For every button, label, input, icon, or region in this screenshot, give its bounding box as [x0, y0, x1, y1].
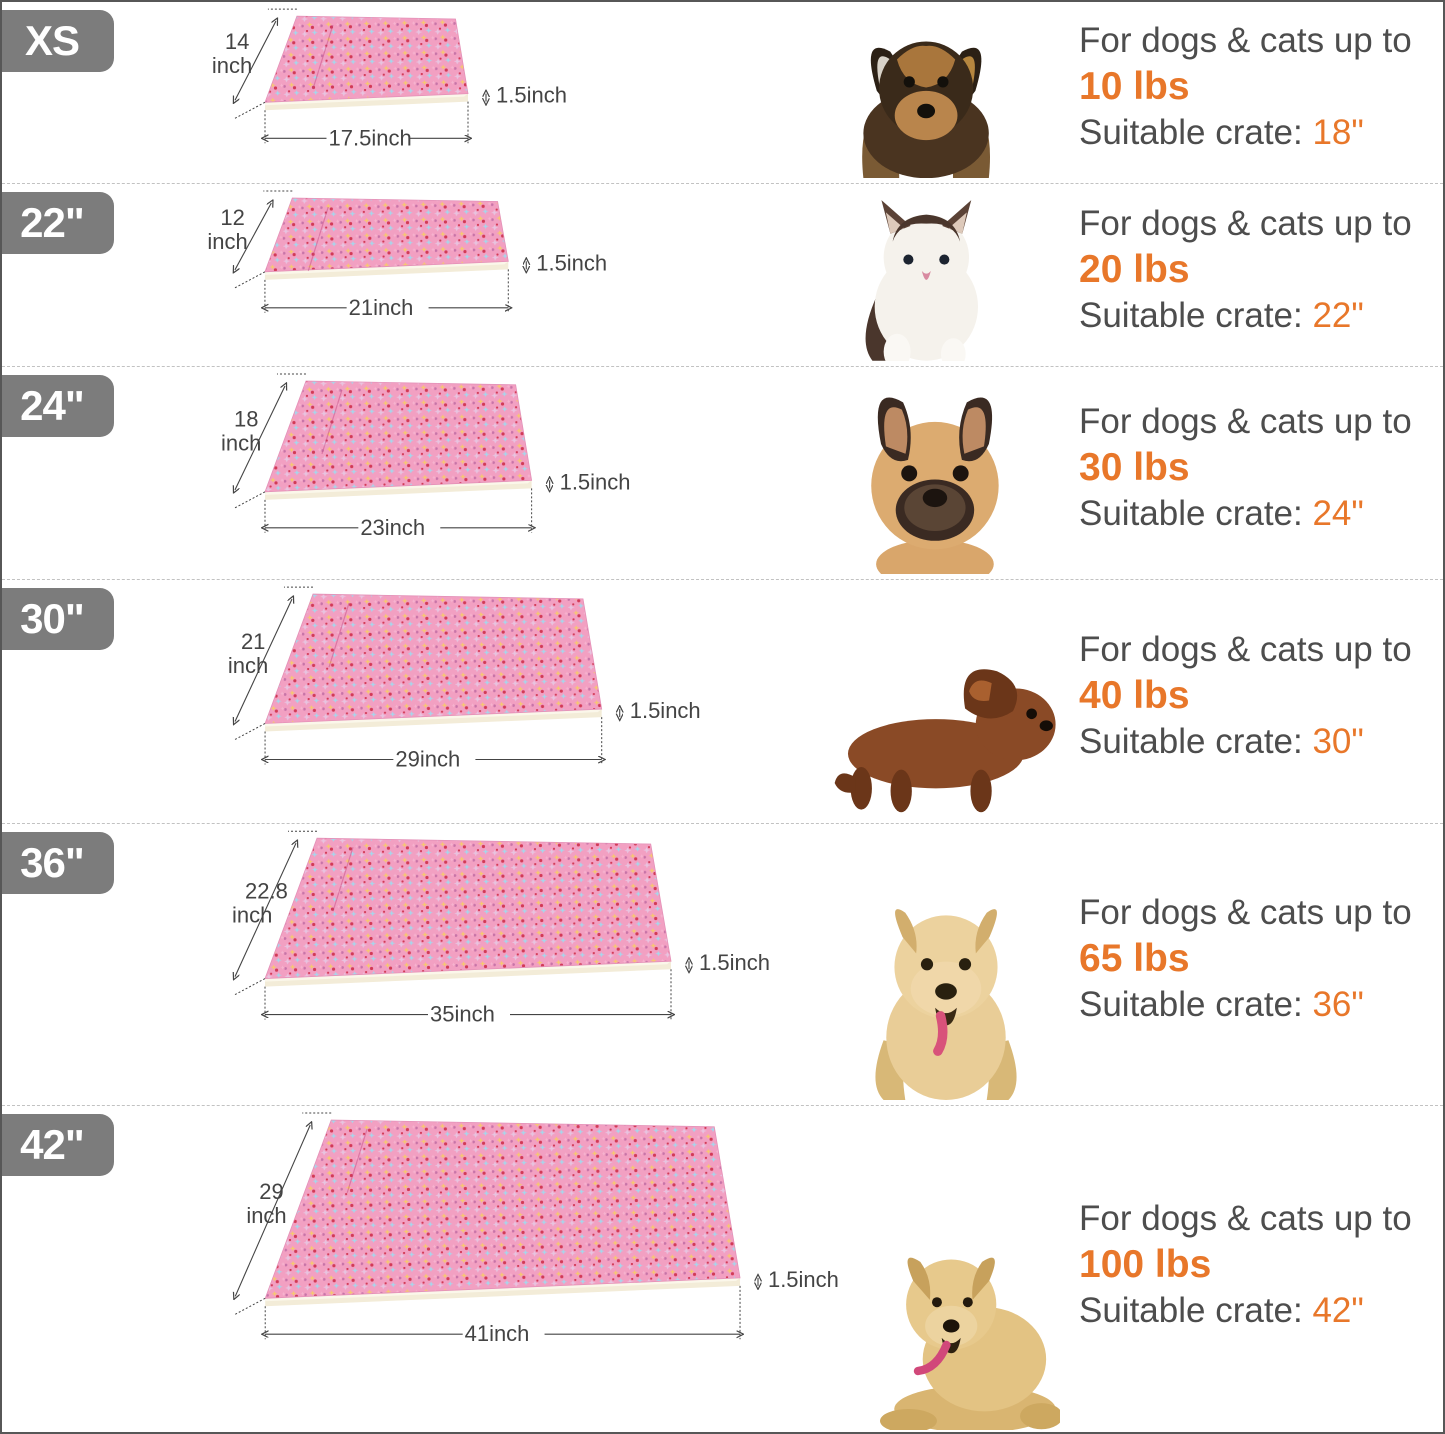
- svg-text:1.5inch: 1.5inch: [536, 250, 607, 275]
- svg-text:inch: inch: [212, 53, 252, 78]
- svg-text:29inch: 29inch: [395, 747, 460, 772]
- svg-text:1.5inch: 1.5inch: [630, 698, 701, 723]
- svg-text:41inch: 41inch: [465, 1321, 530, 1346]
- svg-text:18: 18: [234, 406, 258, 431]
- svg-text:12: 12: [220, 205, 244, 230]
- svg-text:1.5inch: 1.5inch: [560, 469, 631, 494]
- svg-text:21inch: 21inch: [349, 295, 414, 320]
- svg-text:21: 21: [241, 629, 265, 654]
- svg-text:1.5inch: 1.5inch: [496, 83, 567, 108]
- svg-text:23inch: 23inch: [360, 515, 425, 540]
- svg-text:inch: inch: [207, 229, 247, 254]
- svg-text:inch: inch: [221, 430, 261, 455]
- svg-text:inch: inch: [232, 902, 272, 927]
- svg-text:14: 14: [225, 29, 249, 54]
- svg-text:29: 29: [259, 1179, 283, 1204]
- svg-text:1.5inch: 1.5inch: [699, 950, 770, 975]
- svg-text:17.5inch: 17.5inch: [329, 125, 412, 150]
- svg-text:inch: inch: [228, 653, 268, 678]
- svg-text:1.5inch: 1.5inch: [768, 1267, 839, 1292]
- svg-text:inch: inch: [246, 1203, 286, 1228]
- svg-text:35inch: 35inch: [430, 1002, 495, 1027]
- svg-text:22.8: 22.8: [245, 878, 288, 903]
